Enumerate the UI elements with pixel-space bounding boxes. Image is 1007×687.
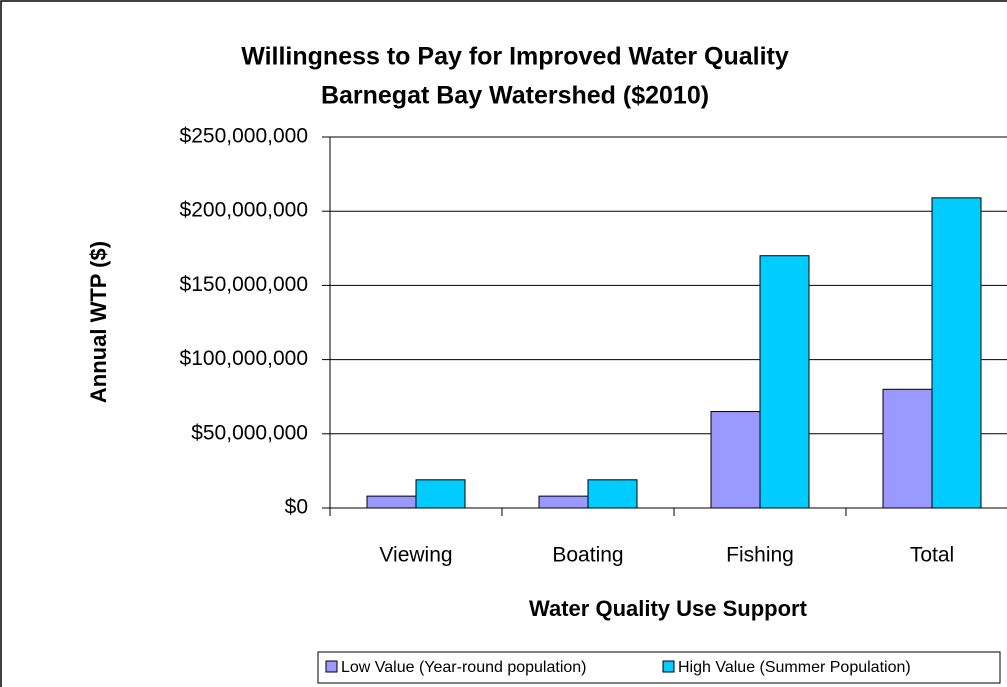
- x-axis-label: Water Quality Use Support: [529, 596, 808, 621]
- legend-swatch: [325, 660, 338, 673]
- chart-title: Barnegat Bay Watershed ($2010): [321, 82, 709, 110]
- x-tick-label: Fishing: [726, 544, 794, 567]
- y-tick-label: $100,000,000: [180, 347, 308, 370]
- bar: [538, 495, 589, 509]
- bar: [415, 479, 466, 509]
- y-tick-label: $50,000,000: [191, 421, 308, 444]
- bar: [366, 495, 417, 509]
- legend-label: High Value (Summer Population): [678, 659, 911, 676]
- legend-swatch: [662, 660, 675, 673]
- bar: [710, 411, 761, 509]
- bar: [587, 479, 638, 509]
- y-tick-label: $200,000,000: [180, 199, 308, 222]
- bar: [882, 388, 933, 509]
- y-axis-label: Annual WTP ($): [86, 241, 111, 403]
- x-tick-label: Total: [910, 544, 954, 567]
- chart-title: Willingness to Pay for Improved Water Qu…: [241, 43, 789, 71]
- y-tick-label: $150,000,000: [180, 273, 308, 296]
- bar: [759, 255, 810, 509]
- legend-label: Low Value (Year-round population): [341, 659, 587, 676]
- y-tick-label: $250,000,000: [180, 125, 308, 148]
- legend-box: [317, 651, 1001, 684]
- x-tick-label: Viewing: [379, 544, 452, 567]
- bar: [931, 197, 982, 509]
- x-tick-label: Boating: [552, 544, 623, 567]
- y-tick-label: $0: [285, 496, 308, 519]
